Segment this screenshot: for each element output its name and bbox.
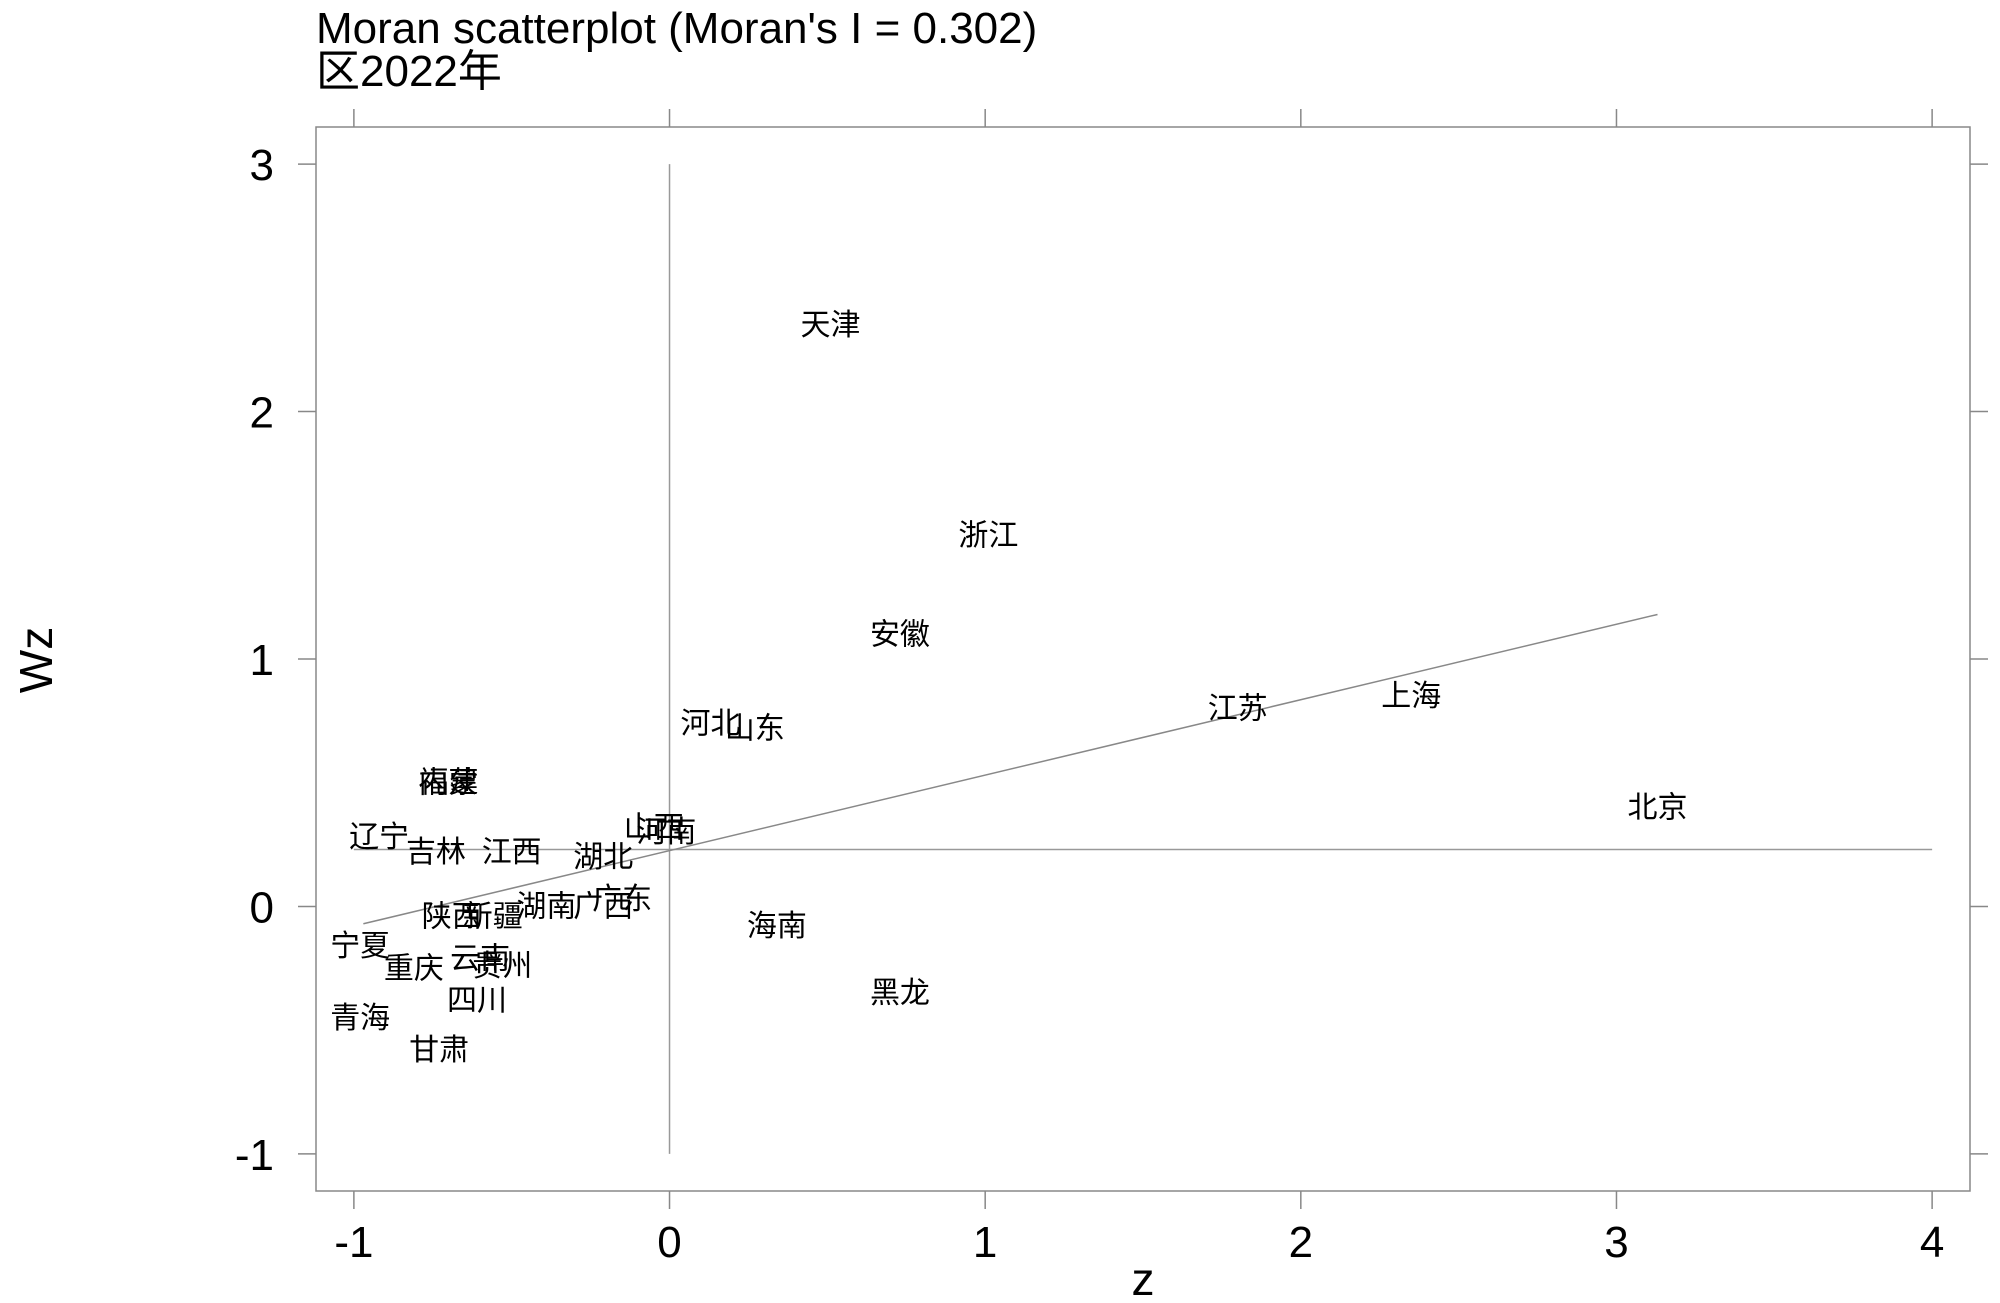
point-label: 北京 [1628,790,1688,825]
x-tick-label: 3 [1604,1218,1628,1267]
x-axis-label: z [1132,1253,1155,1303]
point-label: 河南 [636,815,696,850]
reference-lines [353,164,1933,1154]
point-label: 吉林 [406,835,466,870]
point-label: 山东 [725,711,785,746]
point-label: 浙江 [958,518,1018,553]
axis-ticks: -1 0 1 2 3 4 -1 0 1 2 3 [235,109,1988,1267]
point-label: 湖北 [573,840,633,875]
point-label: 四川 [447,983,507,1018]
point-label: 江西 [482,835,542,870]
plot-frame [315,126,1971,1192]
point-label: 福建 [419,766,479,801]
point-label: 甘肃 [409,1033,469,1068]
x-tick-label: 0 [657,1218,681,1267]
point-label: 辽宁 [349,820,409,855]
point-label: 黑龙 [870,976,930,1011]
point-label: 内蒙 [419,766,479,801]
y-tick-label: 0 [250,883,274,932]
x-tick-label: 1 [973,1218,997,1267]
point-label: 青海 [330,1001,390,1036]
point-label: 广西 [573,889,633,924]
point-label: 宁夏 [330,929,390,964]
point-label: 天津 [801,308,861,343]
point-label: 陕西 [422,899,482,934]
chart-subtitle: 区2022年 [316,47,502,96]
point-label: 江苏 [1208,691,1268,726]
point-label: 海南 [747,909,807,944]
point-label: 河北 [681,706,741,741]
point-label: 上海 [1381,679,1441,714]
x-tick-label: 4 [1920,1218,1944,1267]
point-label: 云南 [450,941,510,976]
point-label: 新疆 [463,899,523,934]
regression-line [363,613,1658,925]
point-label: 重庆 [384,951,444,986]
y-tick-label: 1 [250,636,274,685]
x-tick-label: -1 [334,1218,373,1267]
point-label: 广东 [592,882,652,917]
point-label: 安徽 [870,617,930,652]
y-axis-label: Wz [10,627,62,693]
point-label: 山西 [624,810,684,845]
x-tick-label: 2 [1289,1218,1313,1267]
y-tick-label: 3 [250,141,274,190]
point-label: 贵州 [472,949,532,984]
chart-title: Moran scatterplot (Moran's I = 0.302) [316,4,1037,53]
y-tick-label: 2 [250,389,274,438]
y-tick-label: -1 [235,1131,274,1180]
point-label: 湖南 [516,889,576,924]
